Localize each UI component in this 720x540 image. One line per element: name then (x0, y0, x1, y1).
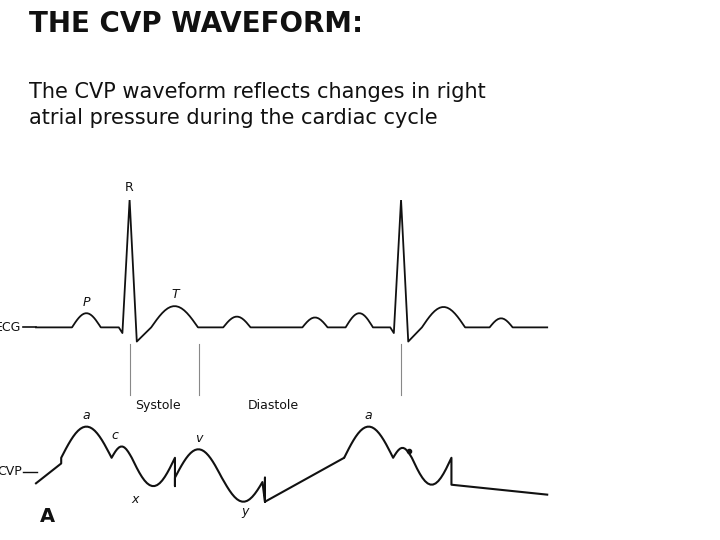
Text: c: c (112, 429, 119, 442)
Text: R: R (125, 181, 134, 194)
Text: THE CVP WAVEFORM:: THE CVP WAVEFORM: (29, 10, 363, 38)
Text: Systole: Systole (135, 399, 181, 412)
Text: P: P (83, 296, 90, 309)
Text: x: x (132, 493, 139, 506)
Text: v: v (195, 432, 202, 445)
Text: Diastole: Diastole (248, 399, 300, 412)
Text: y: y (241, 504, 248, 517)
Text: a: a (365, 409, 372, 422)
Text: CVP: CVP (0, 465, 22, 478)
Text: ECG: ECG (0, 321, 22, 334)
Text: The CVP waveform reflects changes in right
atrial pressure during the cardiac cy: The CVP waveform reflects changes in rig… (29, 82, 485, 129)
Text: T: T (171, 288, 179, 301)
Text: a: a (83, 409, 90, 422)
Text: A: A (40, 507, 55, 526)
